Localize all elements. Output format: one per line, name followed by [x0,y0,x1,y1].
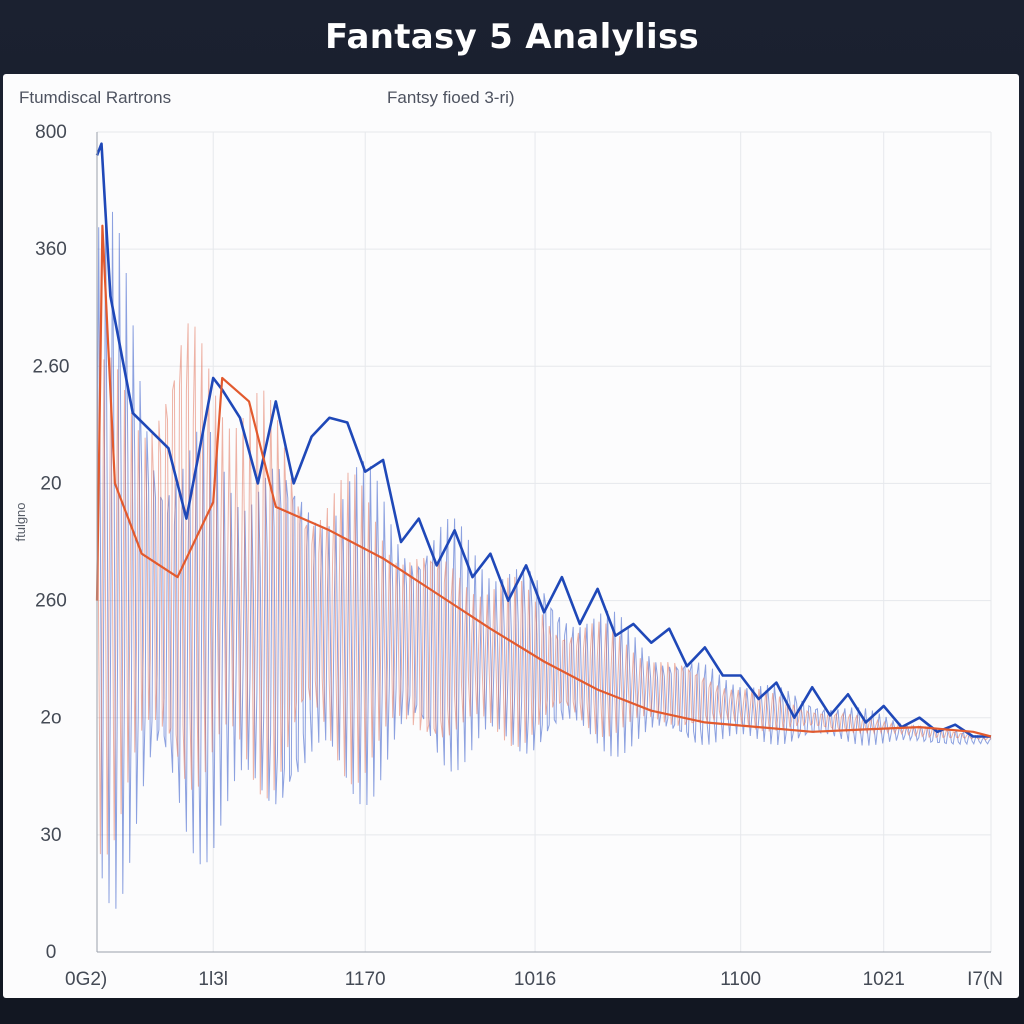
chart-subtitle-left: Ftumdiscal Rartrons [19,88,172,107]
x-tick-labels: 0G2) 1l3l 1170 1016 1100 1021 I7(N [65,969,1003,990]
y-tick-label-0: 0 [46,942,57,963]
y-tick-label-7: 800 [35,122,67,143]
series-1-line [96,323,992,855]
x-tick-label-2: 1170 [345,969,386,990]
chart-panel: Ftumdiscal Rartrons Fantsy fioed 3-ri) 0… [3,74,1019,998]
window-title: Fantasy 5 Analyliss [324,17,700,57]
axes [96,132,991,953]
y-tick-label-5: 2.60 [33,356,70,377]
x-tick-label-6: I7(N [967,969,1003,990]
x-tick-label-5: 1021 [863,969,905,990]
x-tick-label-0: 0G2) [65,969,107,990]
y-tick-label-6: 360 [35,239,67,260]
series-3-line [95,224,992,738]
y-tick-label-4: 20 [40,473,61,494]
x-tick-label-1: 1l3l [198,969,228,990]
series-layer [95,142,992,909]
y-tick-labels: 0 30 2o 260 20 2.60 360 800 [33,122,70,963]
series-0-line [96,211,992,909]
line-chart: 0 30 2o 260 20 2.60 360 800 0G2) 1l3l 1170 1016 110… [13,122,1003,990]
x-tick-label-4: 1100 [720,969,761,990]
x-tick-label-3: 1016 [514,969,556,990]
chart-subtitle-center: Fantsy fioed 3-ri) [387,88,515,107]
y-axis-label: ftulgno [13,502,28,541]
y-tick-label-1: 30 [40,825,61,846]
series-2-line [95,142,991,738]
y-tick-label-2: 2o [40,708,61,729]
y-tick-label-3: 260 [35,591,67,612]
